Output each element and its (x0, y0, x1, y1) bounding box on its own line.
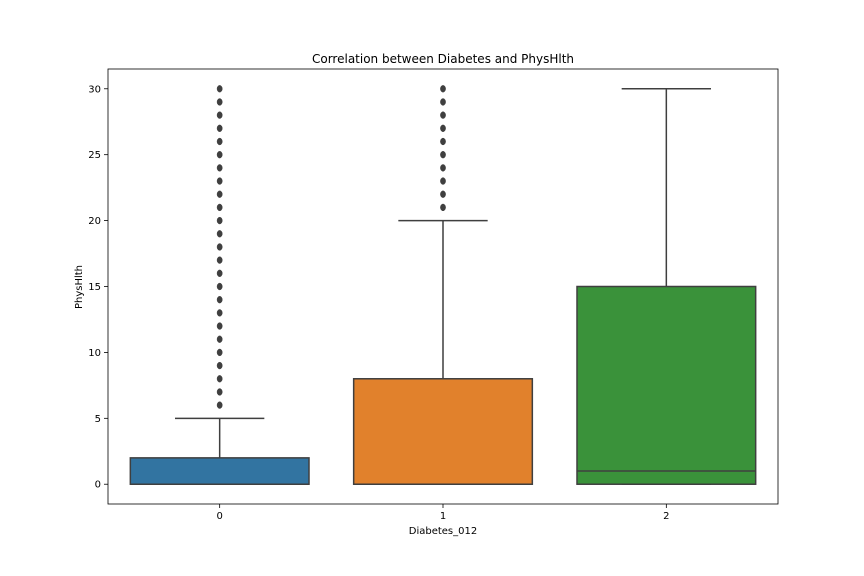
outlier-point (216, 203, 223, 212)
outlier-point (440, 111, 446, 119)
outlier-point (440, 151, 446, 159)
outlier-point (216, 309, 223, 317)
outlier-point (440, 85, 446, 93)
outlier-point (216, 348, 223, 357)
y-tick-label: 25 (88, 150, 101, 161)
outlier-point (216, 361, 223, 370)
outlier-point (216, 177, 223, 185)
outlier-point (216, 190, 223, 198)
x-axis-label: Diabetes_012 (409, 526, 477, 537)
outlier-point (440, 164, 446, 172)
plot-marks (129, 85, 757, 485)
outlier-point (440, 137, 446, 146)
outlier-point (440, 177, 446, 185)
y-tick-label: 30 (88, 84, 101, 95)
outlier-point (440, 190, 446, 198)
outlier-point (216, 111, 223, 119)
axes: 0 5 10 15 20 25 30 0 1 2 (88, 68, 779, 522)
y-tick-label: 0 (95, 480, 101, 491)
outlier-point (216, 335, 223, 343)
outlier-point (440, 98, 446, 106)
outlier-point (440, 203, 446, 212)
outlier-point (216, 388, 223, 396)
outlier-point (216, 137, 223, 146)
y-tick-label: 5 (95, 414, 101, 425)
y-tick-label: 20 (88, 216, 101, 227)
box-iqr (576, 285, 757, 485)
x-tick-label: 0 (216, 511, 222, 522)
x-tick-label: 2 (663, 511, 669, 522)
box-iqr (352, 378, 534, 485)
outlier-point (216, 269, 223, 277)
outlier-point (216, 282, 223, 291)
outlier-point (216, 216, 223, 225)
box-iqr (129, 457, 310, 485)
chart-title: Correlation between Diabetes and PhysHlt… (312, 52, 574, 66)
box-group-1 (352, 85, 534, 485)
outlier-point (216, 98, 223, 106)
outlier-point (216, 256, 223, 264)
outlier-point (216, 296, 223, 304)
outlier-point (216, 124, 223, 132)
box-group-0 (129, 85, 310, 485)
outlier-point (216, 375, 223, 383)
outlier-point (440, 124, 446, 132)
outlier-point (216, 243, 223, 251)
outlier-point (216, 322, 223, 330)
outlier-point (216, 151, 223, 159)
outlier-point (216, 401, 223, 409)
box-group-2 (576, 88, 757, 485)
outlier-point (216, 230, 223, 238)
x-tick-label: 1 (440, 511, 446, 522)
outlier-point (216, 164, 223, 172)
y-tick-label: 10 (88, 348, 101, 359)
y-axis-label: PhysHlth (74, 265, 85, 309)
outlier-point (216, 85, 223, 93)
y-tick-label: 15 (88, 282, 101, 293)
